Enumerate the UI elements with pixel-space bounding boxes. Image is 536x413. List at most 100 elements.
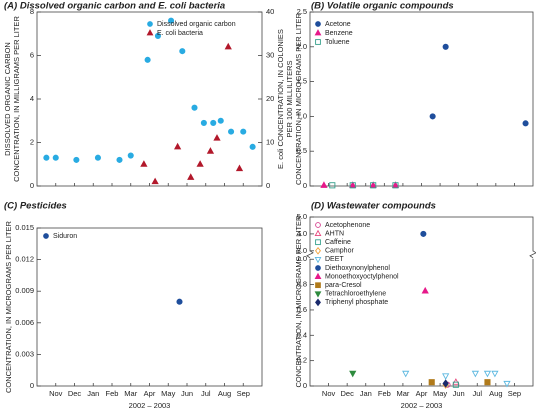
legend-marker [147, 21, 153, 27]
legend-label: Benzene [325, 30, 353, 37]
data-point [224, 42, 232, 50]
y-tick-label: 2.5 [297, 7, 307, 16]
x-tick-label: Mar [124, 389, 137, 398]
legend-label: Dissolved organic carbon [157, 21, 236, 28]
x-tick-label: Mar [396, 389, 409, 398]
legend-label: DEET [325, 256, 344, 263]
x-tick-label: Jul [472, 389, 482, 398]
legend-marker [315, 239, 321, 246]
legend-marker [315, 39, 321, 45]
legend-label: Diethoxynonylphenol [325, 265, 390, 272]
panel-title: (A) Dissolved organic carbon and E. coli… [4, 1, 225, 12]
legend-marker [315, 298, 321, 307]
data-point [127, 152, 134, 159]
data-point [522, 120, 529, 127]
data-point [484, 379, 491, 386]
data-point [392, 182, 399, 189]
y2-axis-label: PER 100 MILLILITERS [285, 60, 294, 137]
axis-break-gap [531, 251, 535, 259]
data-point [116, 156, 123, 163]
y-tick-label: 6 [30, 50, 34, 59]
y-tick-label: 0.8 [297, 280, 307, 289]
data-point [176, 298, 183, 305]
y-tick-label: 0.003 [15, 349, 34, 358]
data-point [369, 181, 377, 188]
legend-marker [43, 233, 49, 239]
x-tick-label: Feb [378, 389, 391, 398]
y-tick-label: 1.0 [297, 111, 307, 120]
x-tick-label: May [433, 389, 447, 398]
axis-break [529, 250, 536, 259]
x-axis-label: 2002 – 2003 [401, 401, 443, 410]
axis-break-gap [308, 251, 312, 259]
data-point [402, 370, 410, 378]
data-point [210, 119, 217, 126]
data-point [144, 56, 151, 63]
x-tick-label: Jun [181, 389, 193, 398]
data-point [168, 17, 175, 24]
data-point [240, 128, 247, 135]
y-axis-label: CONCENTRATION, IN MILLIGRAMS PER LITER [12, 16, 21, 182]
plot-frame [36, 11, 263, 187]
data-point [52, 154, 59, 161]
data-point [206, 147, 215, 154]
y2-axis-label: E. coli CONCENTRATION, IN COLONIES [276, 29, 285, 169]
y-tick-label: 0.006 [15, 318, 34, 327]
y-tick-label: 0.009 [15, 286, 34, 295]
data-point [349, 182, 356, 189]
y2-tick-label: 20 [266, 94, 274, 103]
y-tick-label: 0.4 [297, 330, 307, 339]
x-tick-label: Jul [201, 389, 211, 398]
y2-tick-label: 10 [266, 137, 274, 146]
data-point [196, 160, 204, 167]
y-tick-label: 2.0 [297, 42, 307, 51]
data-point [452, 378, 460, 385]
x-axis-label: 2002 – 2003 [129, 401, 171, 410]
legend-label: Triphenyl phosphate [325, 299, 388, 306]
y-tick-label: 0 [303, 181, 307, 190]
y-tick-label: 0.6 [297, 305, 307, 314]
data-point [43, 154, 50, 161]
data-point [235, 164, 244, 172]
x-tick-label: Aug [489, 389, 502, 398]
data-point [420, 230, 427, 237]
y-axis-label: DISSOLVED ORGANIC CARBON [3, 42, 12, 156]
data-point [428, 379, 435, 386]
legend-marker [314, 229, 322, 236]
data-point [94, 154, 101, 161]
legend-marker [314, 29, 322, 36]
legend-marker [315, 21, 321, 27]
legend-label: AHTN [325, 230, 344, 237]
x-tick-label: Jun [453, 389, 465, 398]
x-tick-label: Apr [144, 389, 156, 398]
x-tick-label: Jan [87, 389, 99, 398]
data-point [320, 181, 328, 188]
plot-frame [36, 227, 263, 387]
legend-label: E. coli bacteria [157, 30, 203, 37]
y-axis-label: CONCENTRATION, IN MICROGRAMS PER LITER [294, 12, 303, 185]
data-point [471, 370, 480, 378]
data-point [191, 104, 198, 111]
data-point [174, 142, 182, 150]
data-point [151, 177, 159, 185]
x-tick-label: Apr [416, 389, 428, 398]
y2-tick-label: 40 [266, 7, 274, 16]
data-point [154, 32, 161, 39]
x-tick-label: Aug [218, 389, 231, 398]
panel-title: (D) Wastewater compounds [311, 201, 436, 212]
legend-marker [314, 257, 322, 264]
data-point [391, 181, 400, 188]
y-tick-label: 4.0 [297, 229, 307, 238]
data-point [442, 379, 449, 388]
data-point [187, 173, 195, 180]
data-point [349, 181, 357, 188]
data-point [213, 134, 221, 141]
y-tick-label: 1.0 [297, 254, 307, 263]
legend-marker [315, 282, 321, 289]
legend-marker [146, 29, 154, 36]
x-tick-label: Dec [340, 389, 354, 398]
y2-tick-label: 30 [266, 50, 274, 59]
legend-label: Camphor [325, 248, 354, 255]
y-tick-label: 0 [30, 181, 34, 190]
y-tick-label: 0.012 [15, 255, 34, 264]
